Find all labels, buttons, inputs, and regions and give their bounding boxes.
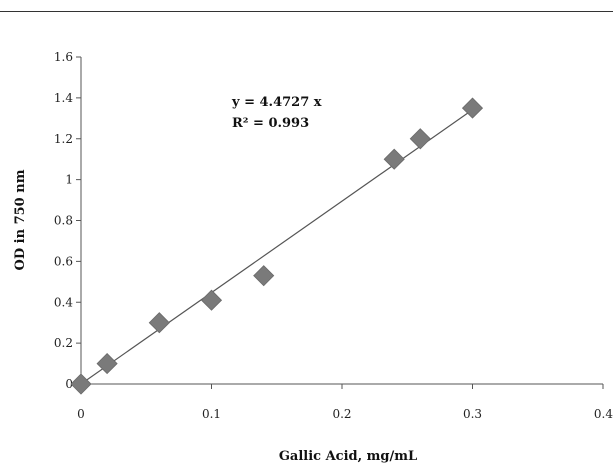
y-tick-label: 1 bbox=[65, 173, 73, 187]
data-point bbox=[253, 265, 275, 287]
y-tick-label: 0.6 bbox=[54, 254, 73, 268]
x-tick-label: 0 bbox=[77, 407, 85, 421]
trendline bbox=[80, 109, 473, 385]
x-tick-label: 0.4 bbox=[594, 407, 613, 421]
data-points bbox=[70, 97, 484, 395]
y-tick-label: 1.6 bbox=[54, 50, 73, 64]
top-rule bbox=[0, 11, 613, 12]
data-point bbox=[148, 312, 170, 334]
tick-labels: 0 0.2 0.4 0.6 0.8 1 1.2 1.4 1.6 0 0.1 0.2 0.3 0.4 bbox=[54, 50, 613, 421]
data-point bbox=[96, 352, 118, 375]
x-axis-title: Gallic Acid, mg/mL bbox=[279, 449, 417, 464]
data-point bbox=[200, 289, 223, 311]
x-tick-label: 0.1 bbox=[202, 407, 221, 421]
data-point bbox=[383, 148, 405, 170]
x-tick-label: 0.3 bbox=[463, 407, 482, 421]
y-tick-label: 1.2 bbox=[54, 132, 73, 146]
trendline-group bbox=[80, 109, 473, 385]
y-tick-label: 0 bbox=[65, 377, 73, 391]
y-axis-title: OD in 750 nm bbox=[13, 169, 28, 270]
axes bbox=[80, 57, 603, 385]
tick-marks bbox=[76, 56, 604, 389]
data-point bbox=[461, 97, 484, 119]
trendline-equation: y = 4.4727 x bbox=[231, 95, 322, 110]
r-squared-label: R² = 0.993 bbox=[232, 116, 309, 131]
data-point bbox=[409, 128, 431, 150]
y-tick-label: 1.4 bbox=[54, 91, 73, 105]
y-tick-label: 0.8 bbox=[54, 214, 73, 228]
y-tick-label: 0.4 bbox=[54, 295, 73, 309]
x-tick-label: 0.2 bbox=[332, 407, 351, 421]
data-point bbox=[70, 373, 92, 395]
y-tick-label: 0.2 bbox=[54, 336, 73, 350]
